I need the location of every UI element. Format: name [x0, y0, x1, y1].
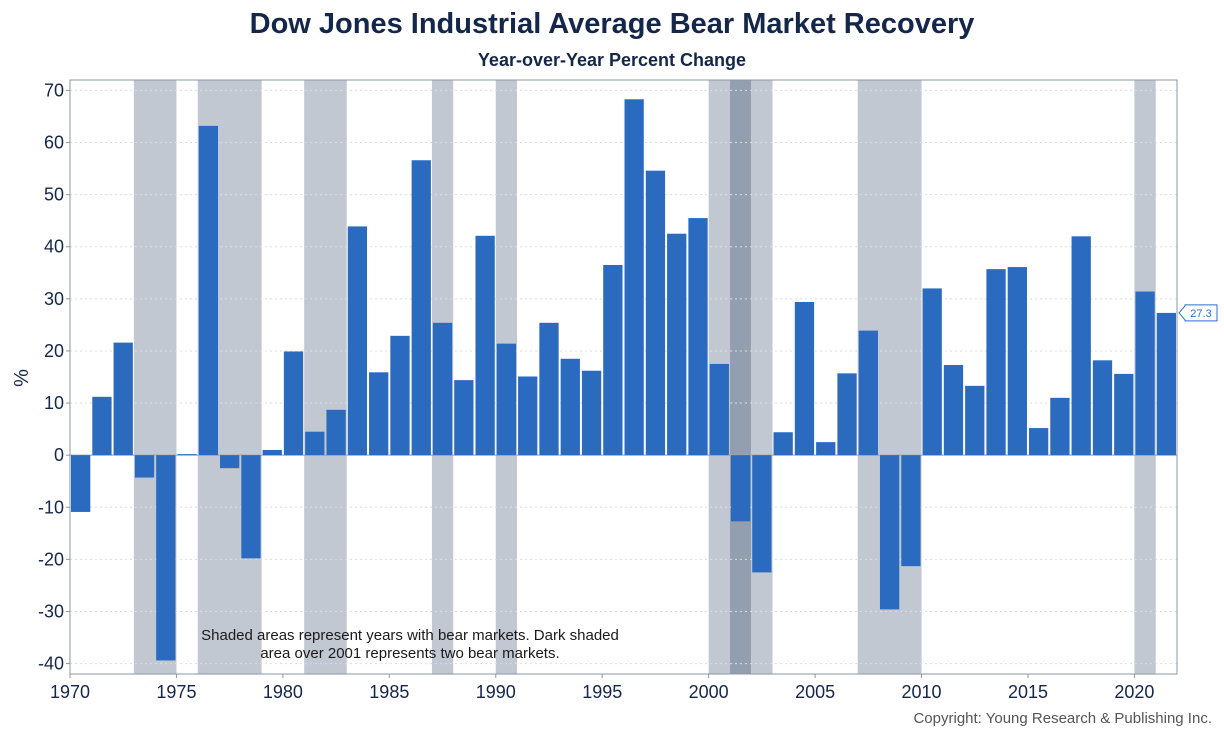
bar [1135, 291, 1155, 456]
x-tick-label: 1970 [50, 682, 90, 702]
bar [454, 380, 474, 456]
bar [581, 370, 602, 456]
bar [262, 449, 282, 456]
last-value-callout: 27.3 [1178, 304, 1218, 322]
bar [134, 455, 155, 478]
y-tick-label: 60 [44, 133, 64, 153]
shade-band [751, 80, 773, 674]
bar [688, 218, 708, 456]
bar [922, 288, 942, 456]
bar [198, 125, 219, 456]
y-tick-label: 30 [44, 289, 64, 309]
y-tick-label: -10 [38, 497, 64, 517]
x-tick-label: 1990 [476, 682, 516, 702]
y-axis-label: % [11, 369, 33, 387]
y-tick-label: 20 [44, 341, 64, 361]
bar [667, 233, 687, 456]
bar [837, 373, 857, 456]
chart-subtitle: Year-over-Year Percent Change [477, 50, 747, 70]
annotation-line-1: Shaded areas represent years with bear m… [201, 627, 619, 644]
bar [901, 455, 921, 567]
x-tick-label: 1975 [156, 682, 196, 702]
x-tick-label: 2005 [795, 682, 835, 702]
y-tick-label: 50 [44, 185, 64, 205]
bar [730, 455, 751, 522]
bar [858, 330, 878, 456]
bar [1071, 236, 1091, 456]
y-tick-label: 70 [44, 80, 64, 100]
bar [624, 99, 644, 456]
bar [432, 322, 453, 456]
y-tick-label: -30 [38, 601, 64, 621]
bar [603, 264, 623, 456]
bar [560, 358, 580, 456]
bar [1007, 267, 1027, 456]
bar [794, 301, 815, 456]
x-tick-label: 2020 [1114, 682, 1154, 702]
y-tick-label: -40 [38, 654, 64, 674]
bar [369, 372, 389, 456]
bar [326, 409, 346, 456]
bar [879, 455, 900, 610]
bar [645, 170, 666, 456]
bar [1114, 373, 1134, 456]
y-tick-label: 40 [44, 237, 64, 257]
chart-title: Dow Jones Industrial Average Bear Market… [249, 8, 975, 40]
bar [986, 269, 1006, 456]
bar [283, 351, 304, 456]
y-tick-label: 0 [54, 445, 64, 465]
x-tick-label: 2010 [902, 682, 942, 702]
annotation-line-2: area over 2001 represents two bear marke… [260, 645, 559, 662]
x-tick-label: 2015 [1008, 682, 1048, 702]
bar [347, 226, 368, 456]
x-tick-label: 1980 [263, 682, 303, 702]
copyright-text: Copyright: Young Research & Publishing I… [913, 710, 1212, 727]
plot-frame [69, 79, 1178, 675]
bar [220, 455, 240, 469]
x-tick-label: 2000 [689, 682, 729, 702]
bar [1050, 397, 1070, 456]
x-tick-label: 1995 [582, 682, 622, 702]
bar [177, 454, 197, 456]
y-tick-label: 10 [44, 393, 64, 413]
bar [156, 455, 176, 661]
bar [496, 343, 517, 456]
x-tick-label: 1985 [369, 682, 409, 702]
bar [113, 342, 133, 456]
bar [965, 385, 985, 456]
bar [71, 455, 91, 512]
bar [752, 455, 772, 573]
bar [816, 442, 836, 456]
bar [411, 160, 431, 456]
bar [305, 431, 325, 456]
bar [943, 365, 964, 456]
bar [475, 235, 495, 456]
bar [773, 432, 793, 456]
bar [1156, 312, 1176, 456]
bars [71, 99, 1176, 661]
last-value-label: 27.3 [1190, 308, 1211, 320]
bar [709, 363, 729, 456]
bar [518, 376, 538, 456]
bar [1028, 428, 1049, 456]
bar [390, 335, 410, 456]
bar [1092, 360, 1113, 456]
y-tick-label: -20 [38, 549, 64, 569]
dark-shade-band [729, 80, 752, 674]
shade-band [304, 80, 347, 674]
bar [241, 455, 261, 559]
last-value-callout-box [1178, 304, 1218, 322]
bar [539, 322, 559, 456]
bar [92, 396, 112, 456]
